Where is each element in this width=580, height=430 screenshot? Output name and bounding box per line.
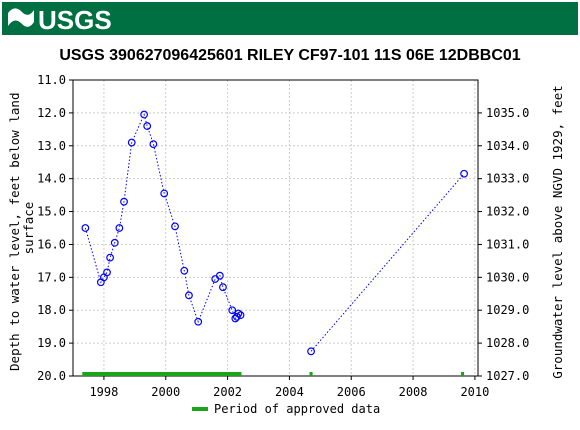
x-tick-label: 2008: [399, 385, 428, 399]
plot-frame: [72, 79, 479, 377]
x-tick-label: 2002: [213, 385, 242, 399]
data-point: [120, 197, 128, 206]
data-point: [149, 140, 158, 149]
y-right-tick-label: 1028.0: [486, 336, 529, 350]
usgs-banner: [2, 2, 578, 35]
y-right-tick-label: 1035.0: [486, 106, 529, 120]
plot-area: [73, 80, 478, 376]
y-axis-label-right: Groundwater level above NGVD 1929, feet: [550, 85, 565, 379]
data-point: [115, 224, 124, 232]
y-tick-label: 18.0: [37, 303, 66, 317]
y-tick-label: 14.0: [37, 172, 66, 186]
y-axis-left: 11.0 12.0 13.0 14.0 15.0 16.0 17.0 18.0 19.0 20.0: [37, 73, 73, 383]
legend-swatch: [192, 407, 208, 411]
y-tick-label: 17.0: [37, 270, 66, 284]
y-right-tick-label: 1033.0: [486, 172, 529, 186]
x-axis: 1998 2000 2002 2004 2006 2008 2010: [89, 376, 489, 399]
usgs-logo[interactable]: USGS: [8, 5, 112, 35]
data-point: [143, 122, 152, 130]
y-right-tick-label: 1032.0: [486, 205, 529, 219]
y-tick-label: 11.0: [37, 73, 66, 87]
x-tick-label: 2000: [151, 385, 180, 399]
approved-period-bar: [309, 372, 313, 376]
y-right-tick-label: 1029.0: [486, 303, 529, 317]
y-tick-label: 13.0: [37, 139, 66, 153]
legend: Period of approved data: [192, 402, 380, 416]
data-point: [219, 283, 227, 292]
approved-period-bar: [460, 372, 465, 376]
y-right-tick-label: 1030.0: [486, 270, 529, 284]
data-point: [160, 189, 169, 198]
y-tick-label: 15.0: [37, 205, 66, 219]
x-tick-label: 2006: [337, 385, 366, 399]
data-point: [194, 317, 203, 326]
data-point: [81, 224, 90, 232]
y-right-tick-label: 1034.0: [486, 139, 529, 153]
usgs-logo-text: USGS: [38, 5, 112, 35]
data-point: [106, 253, 114, 262]
y-right-tick-label: 1027.0: [486, 369, 529, 383]
approved-period-bar: [82, 372, 242, 376]
data-point: [307, 347, 315, 356]
data-point: [234, 309, 243, 318]
y-axis-label-left: Depth to water level, feet below land su…: [7, 85, 36, 371]
x-tick-label: 2004: [275, 385, 304, 399]
legend-label: Period of approved data: [214, 402, 380, 416]
grid-lines: [73, 80, 478, 376]
data-point: [171, 222, 179, 231]
data-point: [236, 311, 245, 320]
series-line: [310, 173, 465, 352]
data-point: [103, 268, 111, 277]
approved-periods: [82, 372, 465, 376]
y-tick-label: 16.0: [37, 237, 66, 251]
data-point: [180, 266, 189, 275]
data-point: [228, 306, 237, 315]
y-tick-label: 19.0: [37, 336, 66, 350]
y-tick-label: 12.0: [37, 106, 66, 120]
x-tick-label: 1998: [89, 385, 118, 399]
data-point: [185, 291, 193, 300]
data-point: [215, 271, 224, 280]
data-point: [110, 238, 119, 247]
data-point: [140, 110, 149, 119]
x-tick-label: 2010: [460, 385, 489, 399]
data-point: [460, 169, 468, 178]
data-point: [127, 138, 136, 147]
series-line: [84, 113, 241, 324]
y-axis-right: 1035.0 1034.0 1033.0 1032.0 1031.0 1030.0 1029…: [478, 106, 529, 383]
y-tick-label: 20.0: [37, 369, 66, 383]
chart-title: USGS 390627096425601 RILEY CF97-101 11S …: [59, 47, 520, 64]
y-right-tick-label: 1031.0: [486, 237, 529, 251]
data-series: [81, 110, 468, 356]
usgs-wave-icon: [8, 8, 34, 27]
